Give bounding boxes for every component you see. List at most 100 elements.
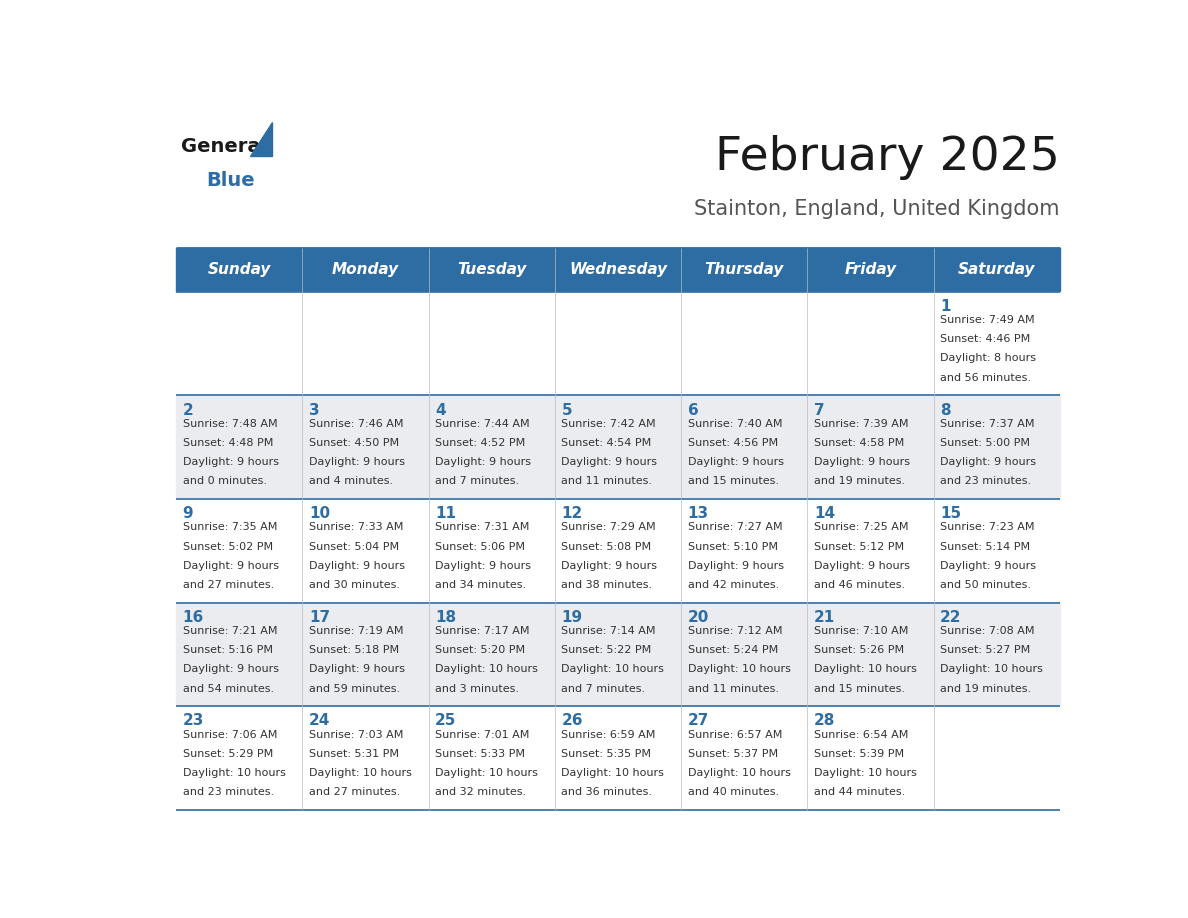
Text: 19: 19 — [562, 610, 582, 625]
Text: 26: 26 — [562, 713, 583, 728]
Text: Friday: Friday — [845, 263, 897, 277]
Text: Blue: Blue — [207, 171, 255, 190]
Text: Daylight: 10 hours: Daylight: 10 hours — [309, 768, 412, 778]
Text: 27: 27 — [688, 713, 709, 728]
Text: Sunset: 4:50 PM: Sunset: 4:50 PM — [309, 438, 399, 448]
Text: 24: 24 — [309, 713, 330, 728]
Text: 23: 23 — [183, 713, 204, 728]
Text: 11: 11 — [435, 506, 456, 521]
Text: 12: 12 — [562, 506, 582, 521]
Text: Sunset: 5:27 PM: Sunset: 5:27 PM — [940, 645, 1030, 655]
Text: Daylight: 9 hours: Daylight: 9 hours — [940, 561, 1036, 571]
Text: Sunrise: 7:19 AM: Sunrise: 7:19 AM — [309, 626, 404, 636]
Text: Sunrise: 7:49 AM: Sunrise: 7:49 AM — [940, 315, 1035, 325]
Text: Sunset: 5:29 PM: Sunset: 5:29 PM — [183, 749, 273, 759]
Text: 9: 9 — [183, 506, 194, 521]
Text: and 54 minutes.: and 54 minutes. — [183, 684, 273, 693]
Text: Daylight: 10 hours: Daylight: 10 hours — [814, 665, 917, 675]
Text: Daylight: 9 hours: Daylight: 9 hours — [309, 665, 405, 675]
Text: and 23 minutes.: and 23 minutes. — [940, 476, 1031, 487]
Text: Sunset: 5:31 PM: Sunset: 5:31 PM — [309, 749, 399, 759]
Text: Sunrise: 7:17 AM: Sunrise: 7:17 AM — [435, 626, 530, 636]
Text: 14: 14 — [814, 506, 835, 521]
Text: Sunrise: 7:44 AM: Sunrise: 7:44 AM — [435, 419, 530, 429]
Text: February 2025: February 2025 — [715, 135, 1060, 180]
Text: Sunrise: 7:35 AM: Sunrise: 7:35 AM — [183, 522, 277, 532]
Text: 18: 18 — [435, 610, 456, 625]
Text: and 11 minutes.: and 11 minutes. — [688, 684, 778, 693]
Text: Sunrise: 7:08 AM: Sunrise: 7:08 AM — [940, 626, 1035, 636]
Text: Daylight: 10 hours: Daylight: 10 hours — [183, 768, 285, 778]
Text: Daylight: 9 hours: Daylight: 9 hours — [309, 457, 405, 467]
Text: 1: 1 — [940, 299, 950, 314]
Text: and 15 minutes.: and 15 minutes. — [688, 476, 778, 487]
Text: Sunrise: 7:46 AM: Sunrise: 7:46 AM — [309, 419, 404, 429]
Text: Daylight: 9 hours: Daylight: 9 hours — [183, 561, 278, 571]
Text: Sunset: 4:48 PM: Sunset: 4:48 PM — [183, 438, 273, 448]
Text: and 56 minutes.: and 56 minutes. — [940, 373, 1031, 383]
Text: Daylight: 9 hours: Daylight: 9 hours — [183, 457, 278, 467]
Text: Daylight: 8 hours: Daylight: 8 hours — [940, 353, 1036, 364]
Text: and 3 minutes.: and 3 minutes. — [435, 684, 519, 693]
Text: Sunset: 5:10 PM: Sunset: 5:10 PM — [688, 542, 778, 552]
Text: Sunrise: 7:37 AM: Sunrise: 7:37 AM — [940, 419, 1035, 429]
Text: Daylight: 9 hours: Daylight: 9 hours — [814, 457, 910, 467]
Text: and 30 minutes.: and 30 minutes. — [309, 580, 400, 590]
Text: 15: 15 — [940, 506, 961, 521]
Text: and 23 minutes.: and 23 minutes. — [183, 787, 273, 797]
Text: Sunrise: 7:31 AM: Sunrise: 7:31 AM — [435, 522, 530, 532]
Bar — [303, 248, 429, 292]
Bar — [555, 248, 681, 292]
Text: Daylight: 9 hours: Daylight: 9 hours — [562, 561, 657, 571]
Bar — [429, 248, 555, 292]
Bar — [176, 499, 1060, 603]
Text: Sunset: 5:06 PM: Sunset: 5:06 PM — [435, 542, 525, 552]
Text: Sunrise: 7:40 AM: Sunrise: 7:40 AM — [688, 419, 782, 429]
Text: Sunset: 5:00 PM: Sunset: 5:00 PM — [940, 438, 1030, 448]
Text: 17: 17 — [309, 610, 330, 625]
Text: Daylight: 10 hours: Daylight: 10 hours — [940, 665, 1043, 675]
Text: 28: 28 — [814, 713, 835, 728]
Text: Tuesday: Tuesday — [457, 263, 526, 277]
Text: Monday: Monday — [331, 263, 399, 277]
Bar — [176, 603, 1060, 706]
Text: Sunrise: 7:14 AM: Sunrise: 7:14 AM — [562, 626, 656, 636]
Text: and 15 minutes.: and 15 minutes. — [814, 684, 905, 693]
Text: Sunset: 5:14 PM: Sunset: 5:14 PM — [940, 542, 1030, 552]
Text: 7: 7 — [814, 402, 824, 418]
Text: Sunset: 5:04 PM: Sunset: 5:04 PM — [309, 542, 399, 552]
Text: and 50 minutes.: and 50 minutes. — [940, 580, 1031, 590]
Text: Daylight: 9 hours: Daylight: 9 hours — [435, 561, 531, 571]
Text: Wednesday: Wednesday — [569, 263, 668, 277]
Text: and 36 minutes.: and 36 minutes. — [562, 787, 652, 797]
Text: Sunset: 5:39 PM: Sunset: 5:39 PM — [814, 749, 904, 759]
Text: Sunset: 4:58 PM: Sunset: 4:58 PM — [814, 438, 904, 448]
Text: and 11 minutes.: and 11 minutes. — [562, 476, 652, 487]
Bar — [176, 292, 1060, 396]
Text: 10: 10 — [309, 506, 330, 521]
Text: Daylight: 9 hours: Daylight: 9 hours — [814, 561, 910, 571]
Text: Sunday: Sunday — [208, 263, 271, 277]
Text: Sunset: 5:16 PM: Sunset: 5:16 PM — [183, 645, 272, 655]
Text: and 44 minutes.: and 44 minutes. — [814, 787, 905, 797]
Text: and 40 minutes.: and 40 minutes. — [688, 787, 779, 797]
Text: Sunset: 5:24 PM: Sunset: 5:24 PM — [688, 645, 778, 655]
Text: Daylight: 10 hours: Daylight: 10 hours — [435, 768, 538, 778]
Text: Sunset: 5:18 PM: Sunset: 5:18 PM — [309, 645, 399, 655]
Text: Daylight: 10 hours: Daylight: 10 hours — [562, 768, 664, 778]
Text: and 34 minutes.: and 34 minutes. — [435, 580, 526, 590]
Text: and 46 minutes.: and 46 minutes. — [814, 580, 905, 590]
Text: Sunset: 4:52 PM: Sunset: 4:52 PM — [435, 438, 525, 448]
Text: 5: 5 — [562, 402, 571, 418]
Text: Daylight: 9 hours: Daylight: 9 hours — [562, 457, 657, 467]
Text: Thursday: Thursday — [704, 263, 784, 277]
Text: and 4 minutes.: and 4 minutes. — [309, 476, 393, 487]
Text: Sunrise: 7:21 AM: Sunrise: 7:21 AM — [183, 626, 277, 636]
Text: 6: 6 — [688, 402, 699, 418]
Text: Daylight: 9 hours: Daylight: 9 hours — [688, 457, 784, 467]
Text: 25: 25 — [435, 713, 456, 728]
Bar — [681, 248, 808, 292]
Bar — [176, 248, 303, 292]
Text: Sunset: 5:08 PM: Sunset: 5:08 PM — [562, 542, 651, 552]
Text: Sunrise: 7:06 AM: Sunrise: 7:06 AM — [183, 730, 277, 740]
